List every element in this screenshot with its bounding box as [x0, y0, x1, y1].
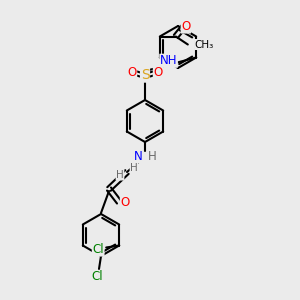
Text: CH₃: CH₃ — [195, 40, 214, 50]
Text: H: H — [116, 170, 124, 180]
Text: H: H — [130, 163, 138, 173]
Text: H: H — [148, 149, 156, 163]
Text: Cl: Cl — [92, 243, 104, 256]
Text: S: S — [141, 68, 149, 82]
Text: O: O — [120, 196, 130, 208]
Text: O: O — [128, 67, 136, 80]
Text: N: N — [134, 149, 142, 163]
Text: O: O — [153, 67, 163, 80]
Text: NH: NH — [160, 54, 177, 67]
Text: O: O — [181, 20, 190, 33]
Text: Cl: Cl — [91, 271, 103, 284]
